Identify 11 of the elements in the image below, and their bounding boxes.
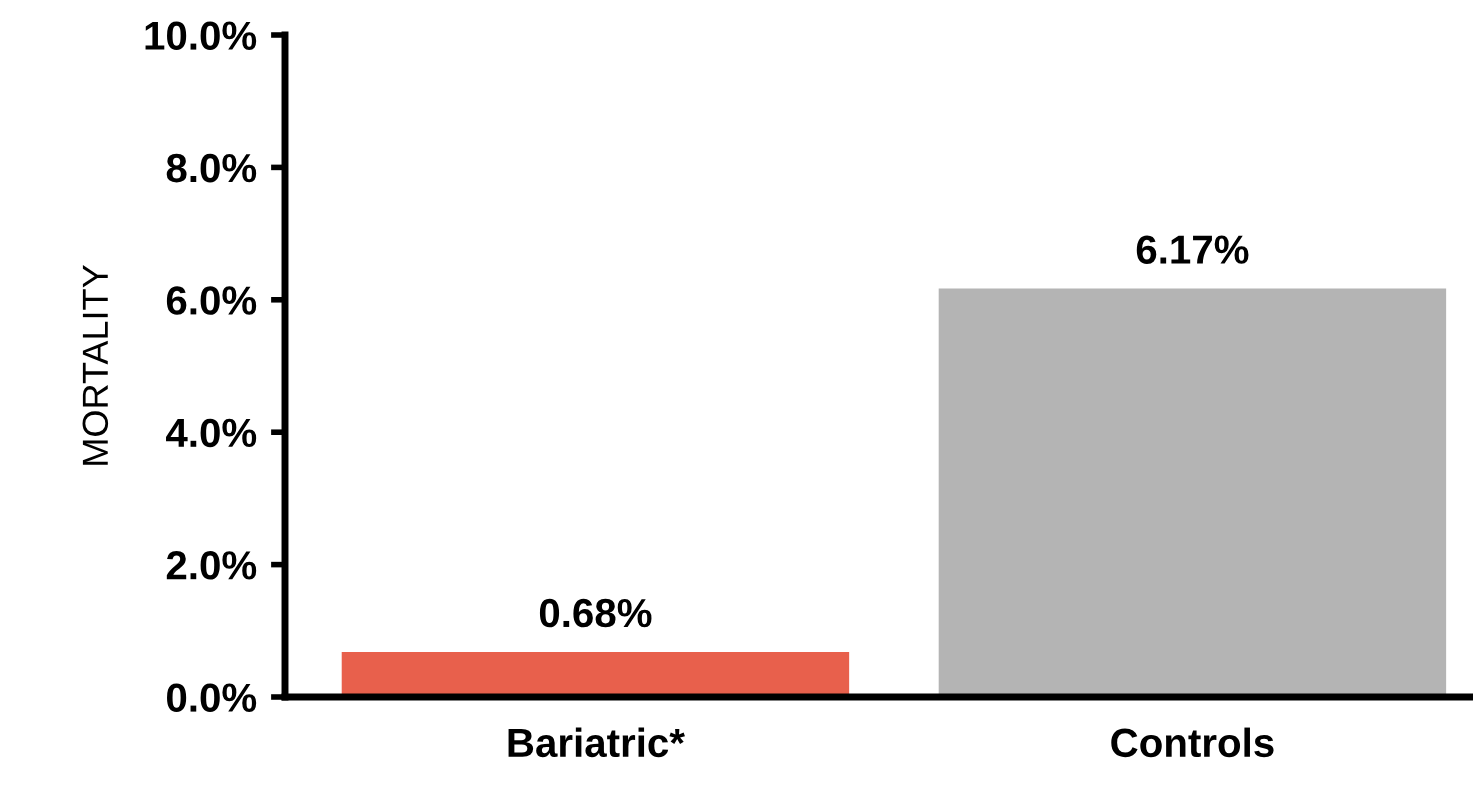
y-axis-title: MORTALITY bbox=[82, 265, 109, 465]
data-label: 6.17% bbox=[1136, 235, 1249, 264]
y-tick-label: 2.0% bbox=[166, 551, 257, 580]
y-tick-label: 0.0% bbox=[167, 683, 257, 712]
y-tick-label: 8.0% bbox=[166, 153, 257, 183]
x-tick-label: Controls bbox=[1111, 727, 1274, 758]
y-tick-label: 10.0% bbox=[145, 21, 257, 50]
data-label: 0.68% bbox=[539, 598, 652, 628]
y-tick-label: 4.0% bbox=[166, 418, 257, 448]
y-tick-label: 6.0% bbox=[166, 286, 257, 315]
x-tick-label: Bariatric* bbox=[508, 727, 685, 758]
